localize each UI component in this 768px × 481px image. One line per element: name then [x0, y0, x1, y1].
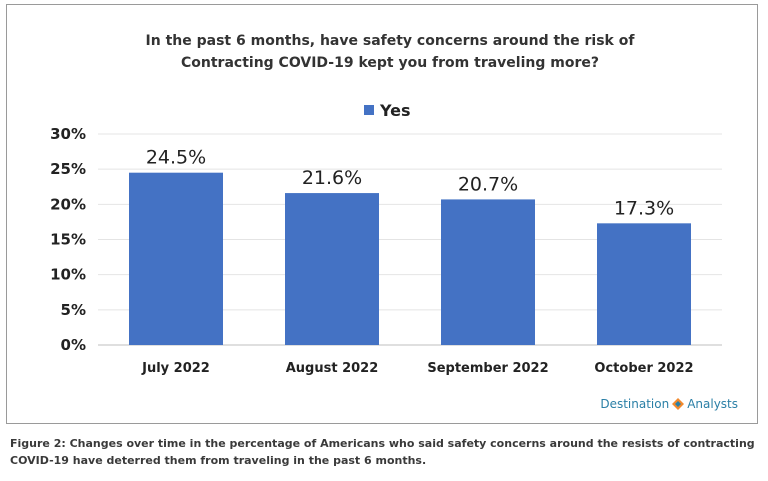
legend-swatch	[364, 105, 374, 115]
data-label: 17.3%	[614, 197, 674, 219]
bar	[285, 193, 379, 345]
y-tick-label: 25%	[50, 160, 86, 178]
y-tick-label: 30%	[50, 125, 86, 143]
x-category-label: October 2022	[594, 361, 693, 376]
logo-diamond-icon	[672, 398, 685, 410]
bar	[597, 223, 691, 345]
chart-title: In the past 6 months, have safety concer…	[145, 33, 635, 71]
data-label: 21.6%	[302, 167, 362, 189]
logo-text-right: Analysts	[687, 397, 738, 411]
y-tick-label: 5%	[61, 301, 86, 319]
chart-legend: Yes	[364, 100, 411, 120]
y-tick-label: 15%	[50, 231, 86, 249]
bar	[129, 172, 223, 345]
y-tick-label: 10%	[50, 266, 86, 284]
x-category-label: July 2022	[141, 361, 210, 376]
x-category-label: September 2022	[427, 361, 548, 376]
data-label: 20.7%	[458, 173, 518, 195]
bar	[441, 199, 535, 345]
x-category-label: August 2022	[286, 361, 379, 376]
legend-label-yes: Yes	[380, 100, 411, 120]
y-tick-label: 0%	[61, 336, 86, 354]
data-label: 24.5%	[146, 147, 206, 169]
destination-analysts-logo: Destination Analysts	[600, 397, 738, 411]
logo-text-left: Destination	[600, 397, 670, 411]
figure-caption: Figure 2: Changes over time in the perce…	[10, 437, 755, 467]
y-tick-label: 20%	[50, 195, 86, 213]
